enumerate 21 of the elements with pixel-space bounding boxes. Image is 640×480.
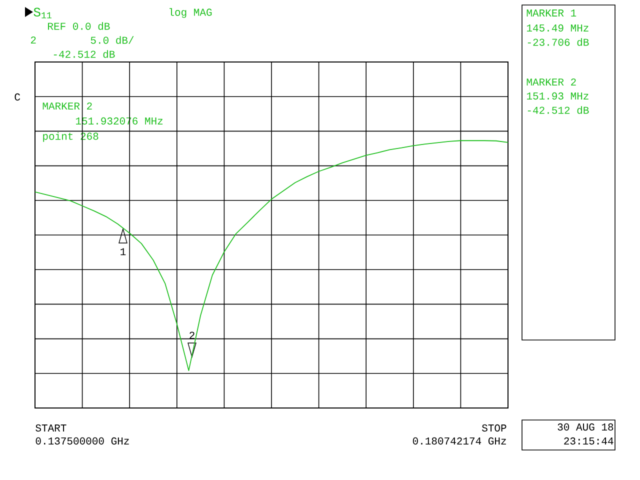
text: MARKER 2 [526, 78, 576, 86]
text: 2 [30, 36, 36, 44]
chart-title: S$_{11}$ [34, 8, 52, 18]
text: -42.512 dB [54, 50, 115, 58]
text: 30 AUG 18 [558, 423, 614, 431]
text: STOP [482, 424, 506, 432]
text: 151.93 MHz [526, 92, 588, 100]
text: -23.706 dB [528, 38, 589, 46]
text: MARKER 2 [42, 102, 92, 110]
text: -42.512 dB [528, 106, 589, 114]
text: C [14, 93, 20, 101]
text: 23:15:44 [564, 437, 614, 445]
text: REF 0.0 dB [48, 22, 110, 30]
chart-subtitle: log MAG [170, 8, 212, 18]
text: 145.49 MHz [526, 24, 588, 32]
text: 5.0 dB/ [90, 36, 134, 44]
text: 0.137500000 GHz [36, 437, 129, 445]
annotation: 1 [120, 248, 126, 256]
text: MARKER 1 [526, 10, 576, 16]
text: 0.180742174 GHz [412, 437, 506, 445]
text: START [36, 424, 66, 432]
